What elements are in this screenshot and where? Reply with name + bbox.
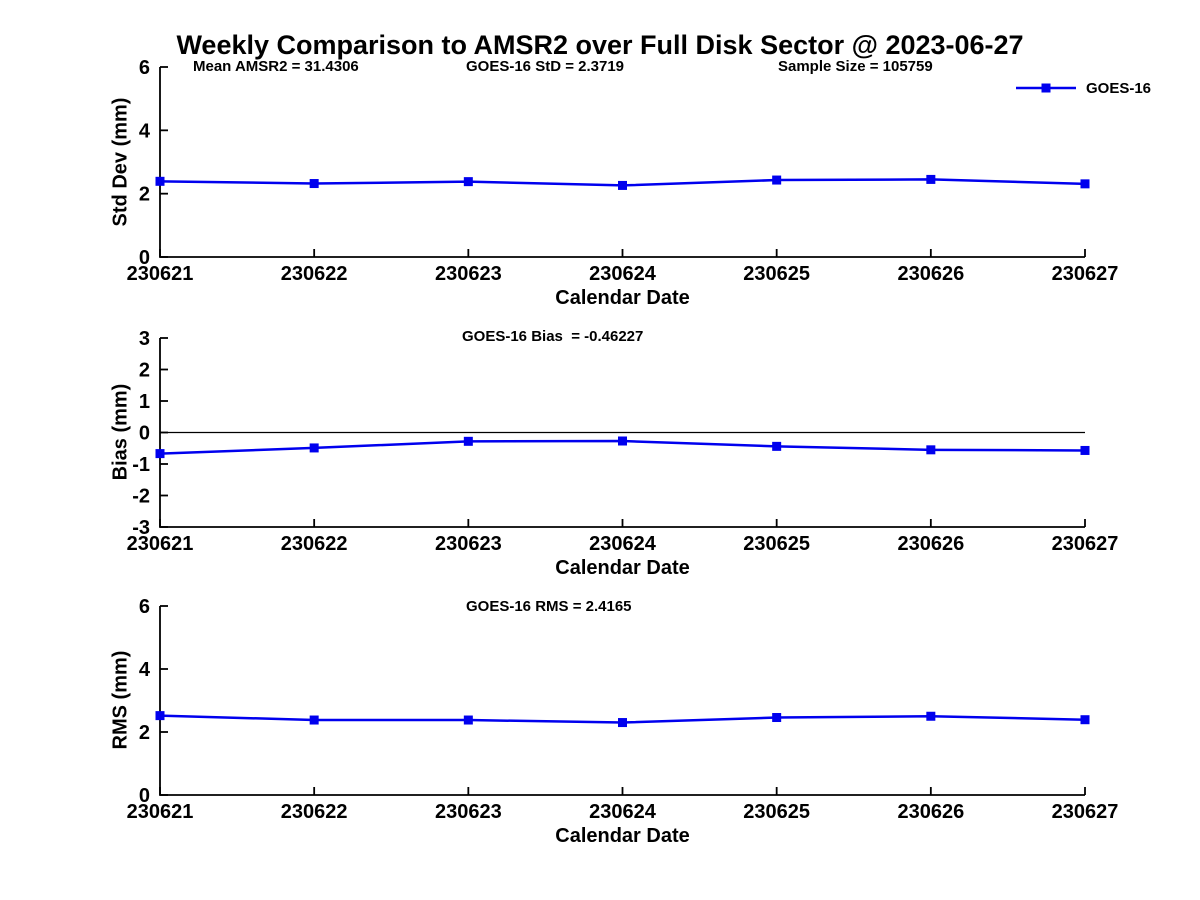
y-tick-label: 2 (139, 184, 150, 206)
y-tick-label: 2 (139, 722, 150, 744)
x-tick-label: 230627 (1052, 533, 1119, 555)
data-marker (926, 445, 936, 455)
ylabel-rms: RMS (mm) (109, 650, 132, 750)
x-tick-label: 230622 (281, 533, 348, 555)
subplot-std-dev: 0 2 4 6 230621 230622 230623 230624 230625 230626… (127, 57, 1119, 285)
y-tick-label: 6 (139, 57, 150, 79)
data-marker (309, 179, 319, 189)
axis-line (159, 606, 1085, 796)
xlabel-bias: Calendar Date (555, 557, 690, 579)
x-tick-label: 230625 (743, 533, 810, 555)
y-tick-label: 2 (139, 360, 150, 382)
y-tick-label: 4 (139, 120, 151, 142)
x-tick-label: 230624 (589, 533, 657, 555)
y-tick-label: 6 (139, 596, 150, 618)
data-marker (1080, 445, 1090, 455)
x-tick-label: 230626 (897, 801, 964, 823)
x-tick-label: 230621 (127, 263, 194, 285)
y-tick-label: 4 (139, 659, 151, 681)
x-tick-label: 230627 (1052, 801, 1119, 823)
data-marker (772, 713, 782, 723)
data-marker (463, 177, 473, 187)
annotation-mean-amsr2: Mean AMSR2 = 31.4306 (193, 58, 359, 75)
y-tick-label: 3 (139, 328, 150, 350)
xlabel-std-dev: Calendar Date (555, 287, 690, 309)
x-tick-label: 230622 (281, 801, 348, 823)
subplot-title-rms: GOES-16 RMS = 2.4165 (466, 598, 632, 615)
data-marker (463, 436, 473, 446)
y-tick-label: -1 (132, 454, 150, 476)
x-tick-label: 230624 (589, 263, 657, 285)
xlabel-rms: Calendar Date (555, 825, 690, 847)
x-tick-label: 230621 (127, 801, 194, 823)
y-tick-label: 0 (139, 247, 150, 269)
axis-line (159, 67, 1085, 258)
data-marker (926, 711, 936, 721)
legend: GOES-16 (1014, 79, 1152, 97)
x-tick-label: 230623 (435, 533, 502, 555)
data-marker (926, 174, 936, 184)
legend-line-icon (1016, 83, 1076, 93)
x-tick-label: 230625 (743, 263, 810, 285)
y-tick-label: -2 (132, 486, 150, 508)
subplot-bias: -3 -2 -1 0 1 2 3 230621 230622 230623 230624 230625… (127, 328, 1119, 555)
y-tick-label: 0 (139, 423, 150, 445)
x-tick-label: 230625 (743, 801, 810, 823)
annotation-goes16-std: GOES-16 StD = 2.3719 (466, 58, 624, 75)
x-tick-label: 230627 (1052, 263, 1119, 285)
ylabel-bias: Bias (mm) (109, 383, 132, 481)
legend-label: GOES-16 (1086, 79, 1152, 97)
data-marker (1080, 715, 1090, 725)
data-marker (309, 443, 319, 453)
data-marker (772, 441, 782, 451)
y-tick-label: -3 (132, 517, 150, 539)
data-marker (618, 180, 627, 190)
subplot-title-bias: GOES-16 Bias = -0.46227 (462, 328, 644, 345)
chart-title: Weekly Comparison to AMSR2 over Full Dis… (176, 30, 1024, 60)
y-tick-label: 0 (139, 785, 150, 807)
data-marker (155, 449, 165, 459)
data-marker (309, 715, 319, 725)
x-tick-label: 230622 (281, 263, 348, 285)
x-tick-label: 230623 (435, 801, 502, 823)
annotation-sample-size: Sample Size = 105759 (778, 58, 933, 75)
x-tick-label: 230624 (589, 801, 657, 823)
x-tick-label: 230623 (435, 263, 502, 285)
x-tick-label: 230626 (897, 263, 964, 285)
data-marker (618, 436, 627, 446)
x-tick-label: 230626 (897, 533, 964, 555)
data-marker (772, 175, 782, 185)
data-marker (1080, 179, 1090, 189)
ylabel-std-dev: Std Dev (mm) (109, 97, 132, 227)
subplot-rms: 0 2 4 6 230621 230622 230623 230624 230625 230626… (127, 596, 1119, 823)
x-tick-label: 230621 (127, 533, 194, 555)
data-marker (618, 718, 627, 728)
y-tick-label: 1 (139, 391, 150, 413)
data-marker (155, 176, 165, 186)
data-marker (155, 711, 165, 721)
data-marker (463, 715, 473, 725)
